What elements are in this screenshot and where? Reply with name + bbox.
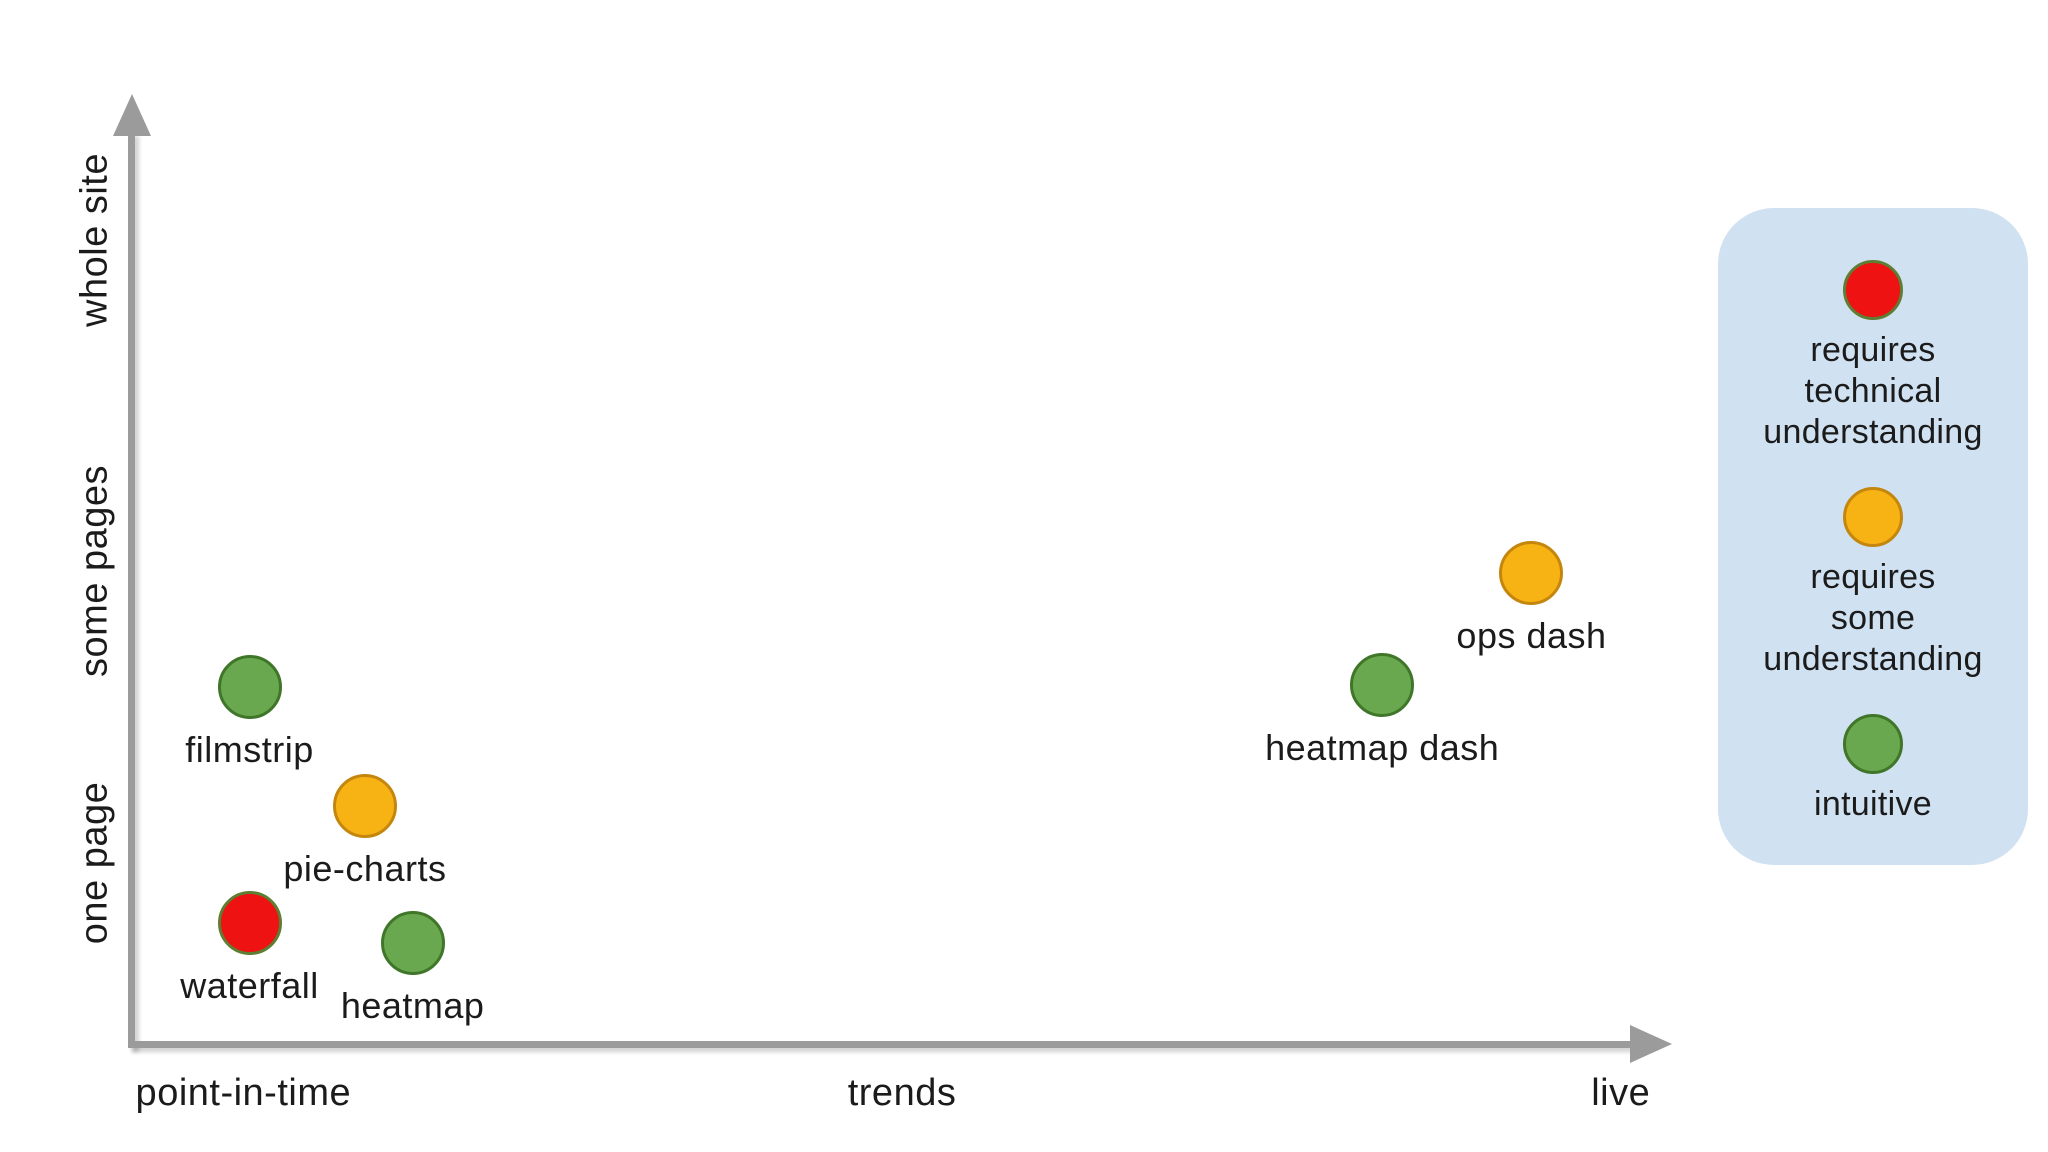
legend-label-requires-technical-understanding: requires technical understanding xyxy=(1763,331,1983,451)
legend-item-intuitive: intuitive xyxy=(1814,714,1932,825)
y-axis-line xyxy=(128,132,135,1048)
legend-marker-green-circle-icon xyxy=(1842,714,1903,774)
point-filmstrip-label: filmstrip xyxy=(185,728,314,770)
legend-marker-yellow-circle-icon xyxy=(1843,487,1903,547)
point-pie-charts-label: pie-charts xyxy=(283,847,447,889)
legend-marker-red-circle-icon xyxy=(1843,260,1903,320)
x-axis-line xyxy=(128,1041,1632,1048)
y-axis-arrow-icon xyxy=(113,94,151,136)
x-tick-label-point-in-time: point-in-time xyxy=(135,1072,352,1114)
point-filmstrip-circle xyxy=(217,654,282,719)
point-ops-dash-circle xyxy=(1499,540,1564,605)
legend-label-requires-some-understanding: requires some understanding xyxy=(1763,558,1983,678)
point-waterfall-circle xyxy=(217,891,282,956)
y-tick-label-some-pages: some pages xyxy=(73,464,116,677)
point-pie-charts-circle xyxy=(332,773,397,838)
legend-box: requires technical understanding requires… xyxy=(1718,208,2028,865)
y-tick-label-one-page: one page xyxy=(73,781,116,944)
point-ops-dash-label: ops dash xyxy=(1456,614,1607,656)
x-tick-label-trends: trends xyxy=(847,1072,957,1114)
legend-item-requires-technical-understanding: requires technical understanding xyxy=(1763,260,1982,453)
x-axis-arrow-icon xyxy=(1630,1025,1672,1063)
point-heatmap-label: heatmap xyxy=(340,984,485,1026)
point-heatmap-dash-label: heatmap dash xyxy=(1265,726,1500,768)
legend-label-intuitive: intuitive xyxy=(1814,785,1932,823)
point-heatmap-circle xyxy=(380,910,445,975)
legend-item-requires-some-understanding: requires some understanding xyxy=(1763,487,1982,680)
point-heatmap-dash-circle xyxy=(1350,652,1415,717)
x-tick-label-live: live xyxy=(1591,1072,1651,1114)
y-tick-label-whole-site: whole site xyxy=(73,152,116,327)
point-waterfall-label: waterfall xyxy=(180,965,319,1007)
